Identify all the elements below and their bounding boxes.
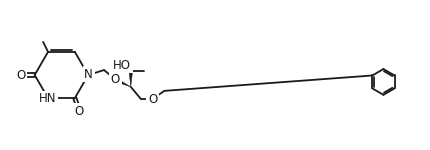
- Text: O: O: [16, 69, 25, 81]
- Text: HO: HO: [113, 59, 131, 72]
- Text: N: N: [84, 68, 93, 81]
- Polygon shape: [129, 71, 132, 87]
- Text: O: O: [147, 93, 157, 106]
- Text: O: O: [111, 73, 120, 86]
- Text: O: O: [74, 105, 83, 118]
- Polygon shape: [115, 78, 130, 87]
- Text: HN: HN: [39, 92, 56, 105]
